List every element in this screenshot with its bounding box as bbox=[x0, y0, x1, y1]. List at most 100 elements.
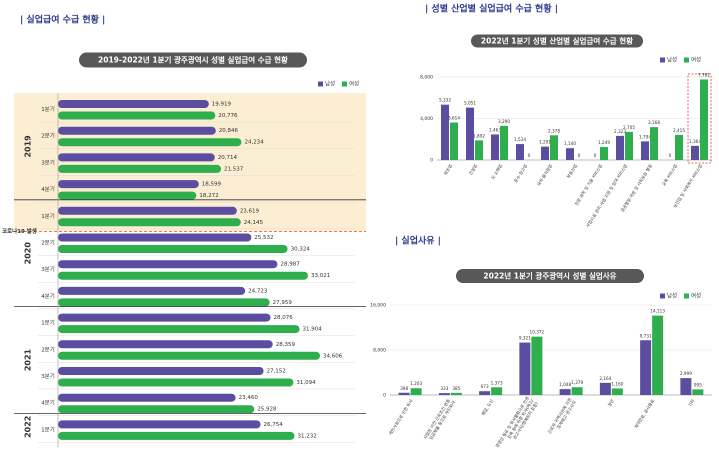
legend-swatch bbox=[660, 293, 665, 299]
value-label: 34,606 bbox=[323, 353, 343, 359]
bar bbox=[599, 382, 611, 395]
value-label: 1,364 bbox=[689, 139, 701, 144]
title-pill bbox=[471, 34, 643, 48]
legend-label: 여성 bbox=[349, 80, 359, 88]
category-label-line: 정년 bbox=[606, 398, 615, 408]
value-label: 9,321 bbox=[519, 336, 531, 341]
bar bbox=[600, 147, 608, 160]
value-label: 26,754 bbox=[264, 422, 284, 428]
bar bbox=[450, 122, 458, 160]
legend-swatch bbox=[318, 81, 323, 87]
category-label: 1분기 bbox=[41, 105, 55, 113]
y-tick-label: 4,000 bbox=[420, 116, 433, 122]
category-label: 사업시설 관리·사업 지원 및 임대 서비스업 bbox=[584, 163, 629, 229]
bar bbox=[410, 388, 422, 395]
value-label: 333 bbox=[440, 386, 448, 391]
bar bbox=[58, 351, 320, 360]
value-label: 995 bbox=[694, 382, 702, 387]
value-label: 3,614 bbox=[448, 116, 460, 121]
section-title: | 실업급여 수급 현황 | bbox=[20, 14, 105, 26]
bar bbox=[571, 387, 583, 395]
category-label: 운수·창고업 bbox=[512, 163, 529, 184]
value-label: 20,714 bbox=[218, 155, 238, 161]
category-label-line: 전문·과학 및 기술 서비스업 bbox=[573, 163, 604, 207]
category-label: 4분기 bbox=[41, 399, 55, 407]
bar bbox=[58, 431, 295, 440]
value-label: 25,928 bbox=[257, 407, 277, 413]
legend-label: 남성 bbox=[667, 292, 677, 300]
legend-label: 남성 bbox=[667, 56, 677, 64]
bar bbox=[58, 100, 209, 108]
bar bbox=[519, 342, 531, 395]
value-label: 5,051 bbox=[464, 101, 476, 106]
category-label-line: 사업장 이전·근로조건 변동· bbox=[421, 397, 452, 441]
category-label: 1분기 bbox=[41, 425, 55, 433]
value-label: 19,919 bbox=[212, 102, 232, 108]
bar bbox=[58, 271, 309, 280]
value-label: 23,460 bbox=[239, 395, 259, 401]
section-title: | 성별 산업별 실업급여 수급 현황 | bbox=[425, 3, 558, 15]
value-label: 2,705 bbox=[623, 125, 635, 130]
group-label: 2022 bbox=[24, 416, 33, 438]
category-label: 2분기 bbox=[41, 239, 55, 247]
y-tick-label: 8,000 bbox=[373, 348, 386, 354]
category-label: 보건업 및 사회복지 서비스업 bbox=[671, 163, 704, 209]
group-label: 2021 bbox=[24, 348, 33, 371]
bar bbox=[652, 315, 664, 395]
category-label: 3분기 bbox=[41, 265, 55, 273]
value-label: 1,373 bbox=[491, 380, 503, 385]
y-tick-label: 0 bbox=[430, 158, 433, 164]
value-label: 31,904 bbox=[303, 327, 323, 333]
category-label-line: 운수·창고업 bbox=[512, 163, 529, 184]
bar bbox=[516, 144, 524, 160]
bar bbox=[691, 145, 699, 160]
legend-label: 남성 bbox=[325, 80, 335, 88]
bar bbox=[58, 340, 273, 349]
bar bbox=[58, 378, 294, 387]
value-label: 2,323 bbox=[614, 129, 626, 134]
category-label-line: 교육 서비스업 bbox=[660, 163, 679, 188]
value-label: 10,372 bbox=[530, 330, 545, 335]
category-label-line: 개인사정으로 인한 퇴사 bbox=[387, 398, 415, 437]
value-label: 14,113 bbox=[650, 309, 665, 314]
bar bbox=[650, 127, 658, 160]
category-label: 개인사정으로 인한 퇴사 bbox=[387, 398, 415, 437]
value-label: 27,959 bbox=[273, 300, 293, 306]
value-label: 28,076 bbox=[274, 315, 294, 321]
value-label: 24,145 bbox=[244, 220, 264, 226]
category-label: 계약만료, 공사종료 bbox=[632, 398, 656, 430]
category-label: 건설업 bbox=[467, 163, 478, 176]
bar bbox=[475, 140, 483, 160]
bar bbox=[550, 135, 558, 160]
category-label-line: 제조업 bbox=[442, 163, 454, 177]
value-label: 2,378 bbox=[548, 128, 560, 133]
title-pill bbox=[456, 269, 644, 283]
category-label-line: 부동산업 bbox=[565, 163, 579, 180]
bar bbox=[700, 79, 708, 160]
bar bbox=[491, 387, 503, 395]
bar bbox=[450, 392, 462, 395]
bar bbox=[58, 405, 255, 414]
bar bbox=[611, 388, 623, 395]
chart-title: 2022년 1분기 성별 산업별 실업급여 수급 현황 bbox=[481, 36, 633, 46]
value-label: 24,723 bbox=[248, 288, 268, 294]
bar bbox=[58, 218, 241, 227]
category-label: 제조업 bbox=[442, 163, 454, 177]
value-label: 30,324 bbox=[291, 247, 311, 253]
category-label-line: 숙박·음식점업 bbox=[535, 163, 554, 188]
value-label: 7,761 bbox=[698, 72, 710, 77]
title-pill bbox=[79, 52, 307, 68]
bar bbox=[491, 134, 499, 160]
legend-swatch bbox=[660, 57, 665, 63]
value-label: 20,776 bbox=[218, 113, 238, 119]
category-label: 4분기 bbox=[41, 185, 55, 193]
bar bbox=[541, 146, 549, 160]
value-label: 21,537 bbox=[224, 166, 244, 172]
bar bbox=[616, 135, 624, 160]
bar bbox=[466, 107, 474, 160]
value-label: 0 bbox=[669, 153, 672, 158]
bar bbox=[58, 393, 236, 402]
annotation: 코로나19 발생 bbox=[2, 227, 37, 235]
legend-swatch bbox=[684, 57, 689, 63]
